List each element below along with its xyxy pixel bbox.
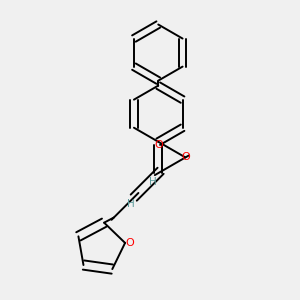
- Text: O: O: [126, 238, 134, 248]
- Text: H: H: [127, 199, 134, 209]
- Text: O: O: [154, 140, 163, 150]
- Text: O: O: [181, 152, 190, 162]
- Text: H: H: [149, 177, 157, 187]
